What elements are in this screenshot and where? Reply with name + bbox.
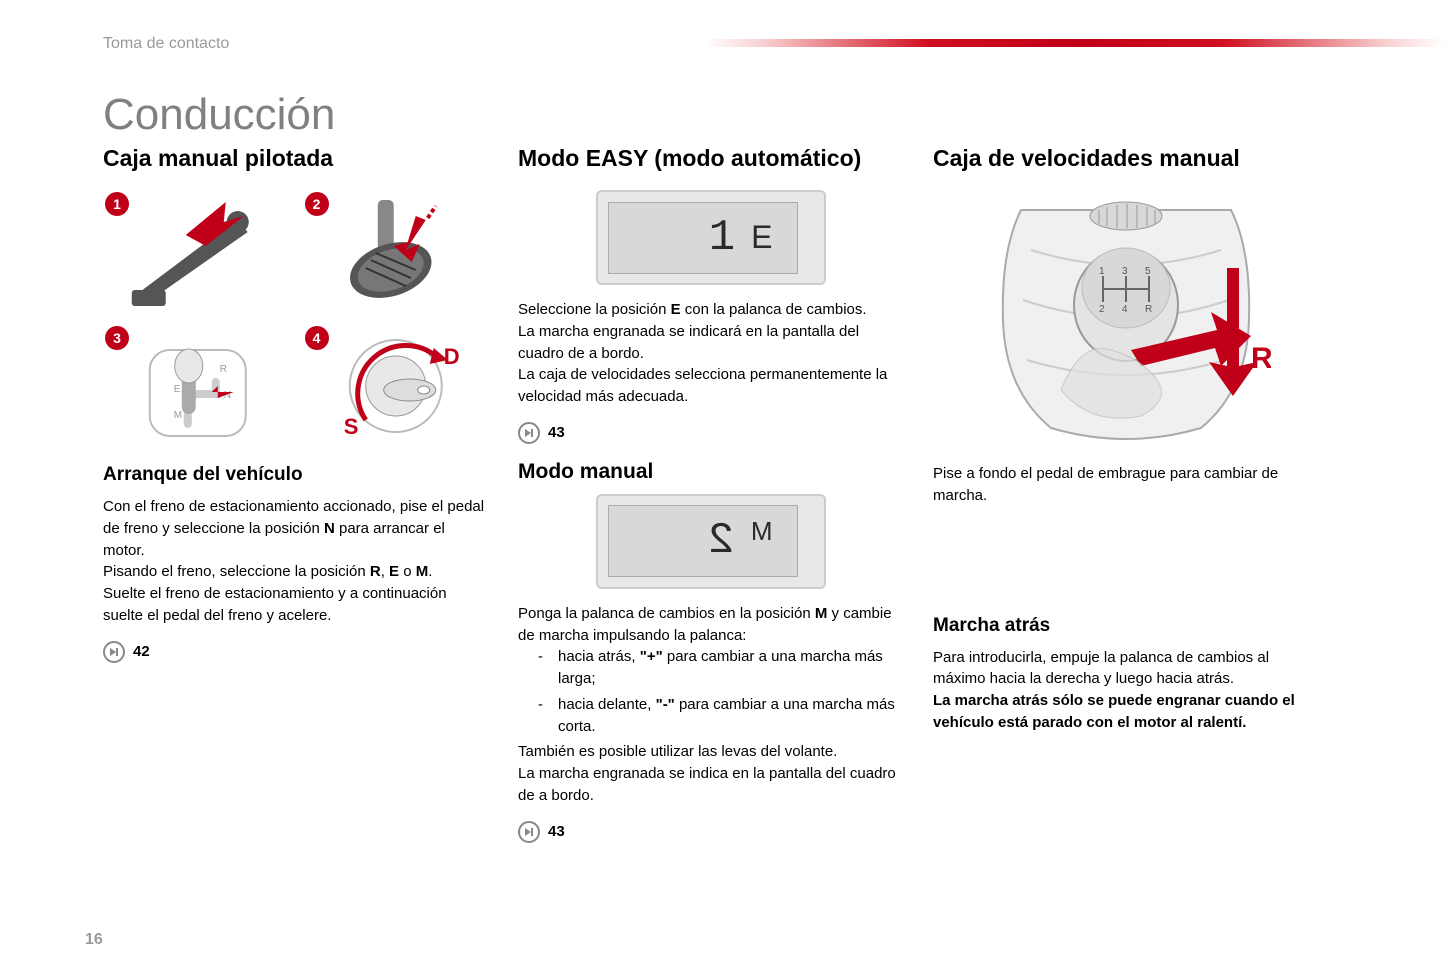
section-title-manual-gearbox: Caja de velocidades manual — [933, 145, 1318, 172]
text-fragment: Seleccione la posición — [518, 301, 671, 318]
bold-r: R — [370, 563, 381, 580]
easy-p3: La caja de velocidades selecciona perman… — [518, 364, 903, 408]
text-fragment: Ponga la palanca de cambios en la posici… — [518, 605, 815, 622]
subsection-arranque: Arranque del vehículo — [103, 464, 488, 486]
arranque-p1: Con el freno de estacionamiento accionad… — [103, 496, 488, 561]
bullet-plus: hacia atrás, "+" para cambiar a una marc… — [538, 646, 903, 690]
ignition-s: S — [343, 414, 358, 439]
svg-text:5: 5 — [1145, 266, 1151, 277]
illustration-grid: 1 2 — [103, 190, 488, 444]
page-ref-43-easy: 43 — [518, 422, 903, 444]
header-stripe — [705, 39, 1445, 47]
text-fragment: Pisando el freno, seleccione la posición — [103, 563, 370, 580]
bold-minus: "-" — [656, 696, 675, 713]
svg-text:1: 1 — [1099, 266, 1105, 277]
section-title-piloted: Caja manual pilotada — [103, 145, 488, 172]
display-manual: 2 M — [596, 494, 826, 589]
bold-n: N — [324, 520, 335, 537]
manual-p1: Ponga la palanca de cambios en la posici… — [518, 603, 903, 647]
manual-bullets: hacia atrás, "+" para cambiar a una marc… — [518, 646, 903, 737]
bold-m: M — [416, 563, 429, 580]
svg-text:R: R — [1145, 304, 1152, 315]
ref-number: 42 — [133, 643, 150, 660]
svg-text:3: 3 — [1122, 266, 1128, 277]
text-fragment: hacia delante, — [558, 696, 656, 713]
display-digit: 1 — [709, 213, 735, 263]
bold-e: E — [389, 563, 399, 580]
ref-icon — [103, 641, 125, 663]
breadcrumb: Toma de contacto — [103, 35, 229, 53]
bold-m: M — [815, 605, 828, 622]
section-title-manual-mode: Modo manual — [518, 460, 903, 484]
text-fragment: o — [399, 563, 416, 580]
page-number: 16 — [85, 931, 103, 949]
page-title: Conducción — [103, 90, 335, 140]
manual-p2: También es posible utilizar las levas de… — [518, 741, 903, 763]
illustration-brake-pedal: 2 — [303, 190, 489, 310]
reverse-label: R — [1251, 342, 1271, 375]
bold-plus: "+" — [640, 648, 663, 665]
page-ref-42: 42 — [103, 641, 488, 663]
manual-p3: La marcha engranada se indica en la pant… — [518, 763, 903, 807]
display-mode-letter: E — [751, 219, 772, 256]
column-modes: Modo EASY (modo automático) 1 E Seleccio… — [518, 145, 903, 843]
manual-gearbox-p1: Pise a fondo el pedal de embrague para c… — [933, 463, 1318, 507]
ref-number: 43 — [548, 424, 565, 441]
badge-2: 2 — [305, 192, 329, 216]
gear-e-label: E — [174, 384, 181, 395]
bullet-minus: hacia delante, "-" para cambiar a una ma… — [538, 694, 903, 738]
marcha-atras-p1: Para introducirla, empuje la palanca de … — [933, 647, 1318, 691]
ref-icon — [518, 422, 540, 444]
easy-p1: Seleccione la posición E con la palanca … — [518, 299, 903, 321]
illustration-manual-gearbox: 1 3 5 2 4 R R — [981, 190, 1271, 445]
ref-number: 43 — [548, 823, 565, 840]
content-columns: Caja manual pilotada 1 2 — [103, 145, 1360, 843]
display-mode-letter: M — [751, 516, 773, 547]
badge-1: 1 — [105, 192, 129, 216]
spacer — [933, 507, 1318, 599]
svg-text:2: 2 — [1099, 304, 1105, 315]
easy-p2: La marcha engranada se indicará en la pa… — [518, 321, 903, 365]
ignition-d: D — [443, 344, 459, 369]
display-easy: 1 E — [596, 190, 826, 285]
arranque-p3: Suelte el freno de estacionamiento y a c… — [103, 583, 488, 627]
text-fragment: con la palanca de cambios. — [681, 301, 867, 318]
page-ref-43-manual: 43 — [518, 821, 903, 843]
text-fragment: hacia atrás, — [558, 648, 640, 665]
arranque-p2: Pisando el freno, seleccione la posición… — [103, 561, 488, 583]
badge-4: 4 — [305, 326, 329, 350]
column-manual-gearbox: Caja de velocidades manual — [933, 145, 1318, 843]
illustration-gear-selector: 3 R N E M — [103, 324, 289, 444]
gear-m-label: M — [174, 410, 182, 421]
badge-3: 3 — [105, 326, 129, 350]
page-header: Toma de contacto — [0, 35, 1445, 55]
illustration-handbrake: 1 — [103, 190, 289, 310]
bold-e: E — [671, 301, 681, 318]
section-title-easy: Modo EASY (modo automático) — [518, 145, 903, 172]
gear-n-label: N — [224, 390, 231, 401]
svg-text:4: 4 — [1122, 304, 1128, 315]
marcha-atras-p2-bold: La marcha atrás sólo se puede engranar c… — [933, 690, 1318, 734]
ref-icon — [518, 821, 540, 843]
text-fragment: , — [381, 563, 389, 580]
column-piloted-manual: Caja manual pilotada 1 2 — [103, 145, 488, 843]
text-fragment: . — [428, 563, 432, 580]
illustration-ignition: 4 D S — [303, 324, 489, 444]
display-digit: 2 — [708, 516, 734, 566]
gear-r-label: R — [220, 364, 227, 375]
bold-warning: La marcha atrás sólo se puede engranar c… — [933, 692, 1295, 731]
subsection-marcha-atras: Marcha atrás — [933, 615, 1318, 637]
